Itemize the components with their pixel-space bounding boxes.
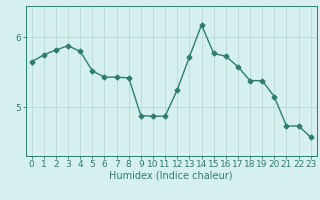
X-axis label: Humidex (Indice chaleur): Humidex (Indice chaleur) (109, 171, 233, 181)
